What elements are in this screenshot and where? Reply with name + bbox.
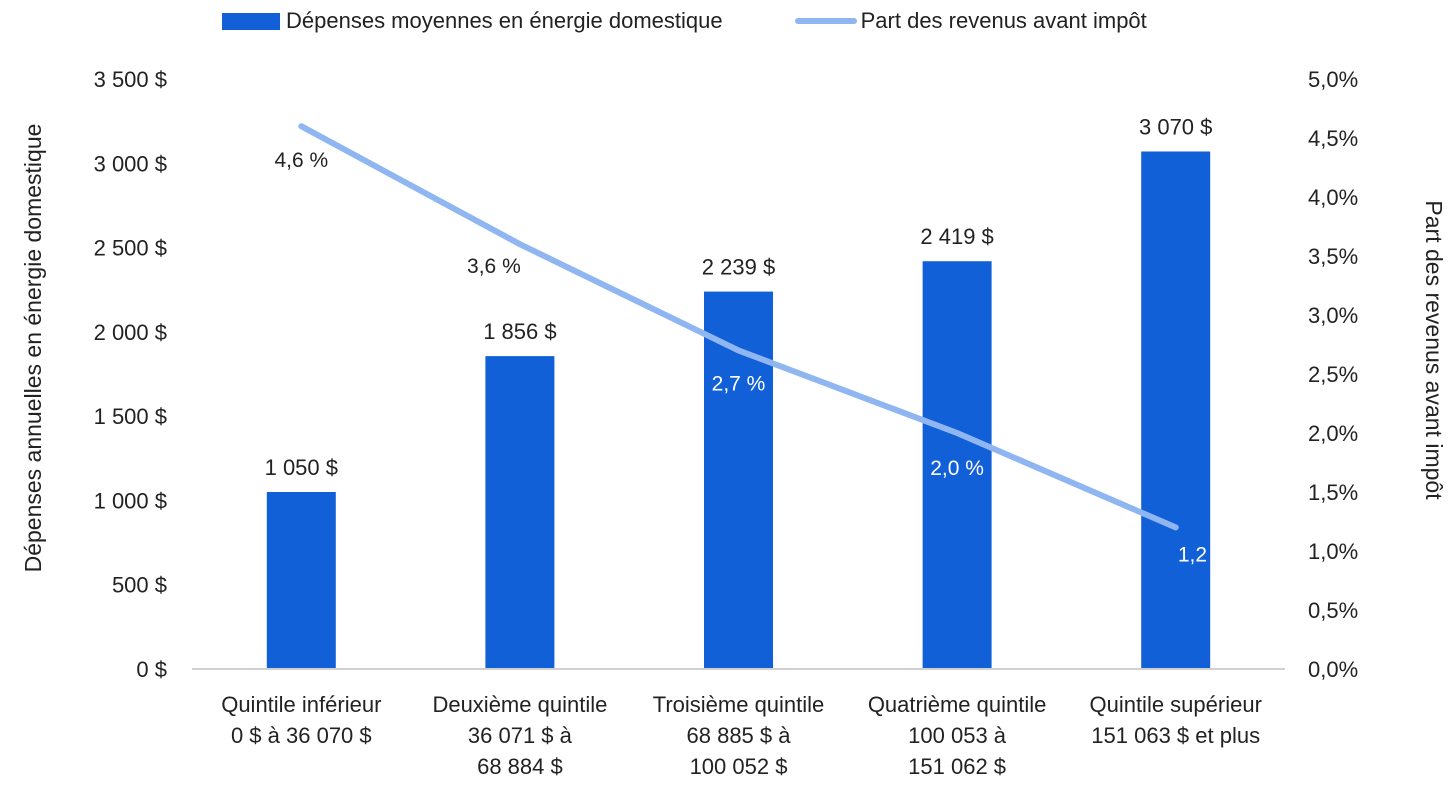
y-tick-label: 2 500 $ [94,236,167,261]
x-tick-label: 151 063 $ et plus [1091,723,1260,748]
y2-tick-label: 4,5% [1308,126,1358,151]
bar [485,356,555,669]
y-tick-label: 1 500 $ [94,404,167,429]
line-value-label: 2,0 % [930,457,984,480]
x-tick-label: Troisième quintile [653,692,825,717]
y2-tick-label: 1,0% [1308,539,1358,564]
bar [704,291,773,669]
legend-bar-swatch [222,12,280,30]
bar-value-label: 2 239 $ [702,255,775,280]
x-tick-label: 36 071 $ à [468,723,573,748]
legend: Dépenses moyennes en énergie domestique … [222,8,1147,34]
y2-tick-label: 3,5% [1308,244,1358,269]
x-tick-label: Quintile supérieur [1089,692,1261,717]
legend-item-bars: Dépenses moyennes en énergie domestique [222,8,723,34]
y-tick-label: 500 $ [112,573,167,598]
line-series [298,123,1179,531]
y-tick-label: 3 500 $ [94,67,167,92]
y2-tick-label: 3,0% [1308,303,1358,328]
bar-value-label: 1 856 $ [483,319,556,344]
legend-bar-label: Dépenses moyennes en énergie domestique [286,8,723,33]
x-tick-label: Quatrième quintile [868,692,1047,717]
bar [1141,151,1211,669]
line-value-label: 4,6 % [274,149,328,172]
x-tick-label: 100 052 $ [690,754,788,779]
legend-line-label: Part des revenus avant impôt [860,8,1147,33]
x-tick-label: 68 884 $ [477,754,563,779]
y2-axis-title: Part des revenus avant impôt [1421,200,1447,500]
y2-tick-label: 4,0% [1308,185,1358,210]
bar-value-label: 3 070 $ [1139,114,1212,139]
x-tick-label: Quintile inférieur [221,692,381,717]
y-tick-label: 2 000 $ [94,320,167,345]
y2-tick-label: 2,5% [1308,362,1358,387]
bar-value-label: 2 419 $ [920,224,993,249]
y-tick-label: 0 $ [136,657,167,682]
x-tick-label: Deuxième quintile [432,692,607,717]
y2-tick-label: 0,0% [1308,657,1358,682]
y-tick-label: 3 000 $ [94,151,167,176]
legend-item-line: Part des revenus avant impôt [794,8,1147,34]
bar [922,261,992,669]
x-tick-label: 0 $ à 36 070 $ [231,723,372,748]
x-tick-label: 151 062 $ [908,754,1006,779]
legend-line-swatch [794,18,857,24]
y2-tick-label: 5,0% [1308,67,1358,92]
bar [266,492,336,669]
line-value-label: 3,6 % [467,255,521,278]
y-tick-label: 1 000 $ [94,488,167,513]
y2-tick-label: 0,5% [1308,598,1358,623]
y-axis-title: Dépenses annuelles en énergie domestique [20,124,46,573]
y2-tick-label: 1,5% [1308,480,1358,505]
line-value-label: 1,2 % [1178,543,1232,566]
y2-tick-label: 2,0% [1308,421,1358,446]
bar-value-label: 1 050 $ [265,455,338,480]
x-tick-label: 100 053 à [908,723,1007,748]
x-tick-label: 68 885 $ à [687,723,792,748]
line-value-label: 2,7 % [712,372,766,395]
